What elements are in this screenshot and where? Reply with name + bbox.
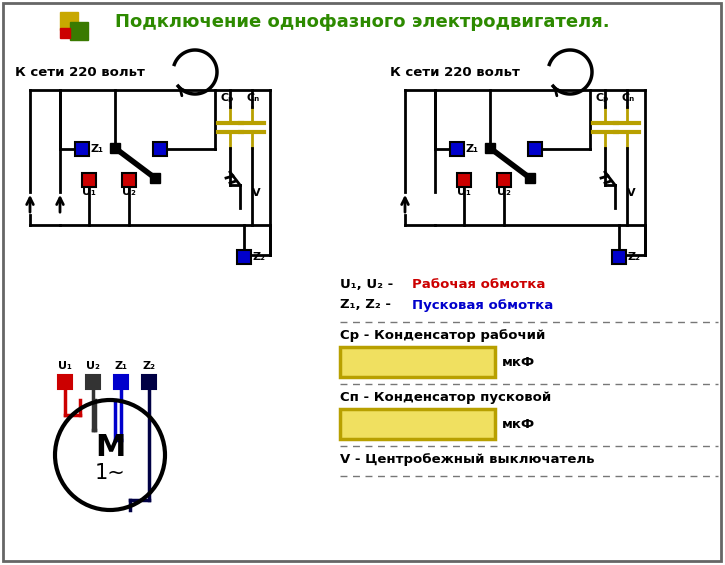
Text: 1~: 1~ <box>95 463 125 483</box>
Text: Z₁: Z₁ <box>91 144 104 154</box>
Bar <box>497 173 511 187</box>
Text: U₂: U₂ <box>122 187 136 197</box>
Bar <box>150 173 160 183</box>
Bar <box>114 375 128 389</box>
Text: U₁: U₁ <box>58 361 72 371</box>
Text: U₂: U₂ <box>497 187 511 197</box>
Bar <box>485 143 495 153</box>
Bar <box>237 250 251 264</box>
Bar <box>60 12 78 30</box>
Text: U₁, U₂ -: U₁, U₂ - <box>340 279 398 292</box>
Bar <box>110 143 120 153</box>
Text: К сети 220 вольт: К сети 220 вольт <box>15 67 145 80</box>
Bar <box>75 142 89 156</box>
Text: Z₁, Z₂ -: Z₁, Z₂ - <box>340 298 396 311</box>
Bar <box>612 250 626 264</box>
Bar <box>340 409 495 439</box>
Text: Z₂: Z₂ <box>143 361 155 371</box>
Bar <box>525 173 535 183</box>
Text: U₁: U₁ <box>82 187 96 197</box>
Text: Пусковая обмотка: Пусковая обмотка <box>412 298 553 311</box>
Text: M: M <box>95 432 125 462</box>
Text: Рабочая обмотка: Рабочая обмотка <box>412 279 545 292</box>
Text: Z₁: Z₁ <box>115 361 128 371</box>
Text: Ср - Конденсатор рабочий: Ср - Конденсатор рабочий <box>340 328 545 341</box>
Text: V: V <box>627 188 636 198</box>
Text: V: V <box>252 188 260 198</box>
Text: К сети 220 вольт: К сети 220 вольт <box>390 67 520 80</box>
Text: Cₙ: Cₙ <box>247 93 260 103</box>
Text: Cₚ: Cₚ <box>595 93 609 103</box>
Bar <box>153 142 167 156</box>
Bar <box>450 142 464 156</box>
Bar <box>58 375 72 389</box>
Text: Z₂: Z₂ <box>253 252 266 262</box>
Text: Cₚ: Cₚ <box>220 93 233 103</box>
Bar <box>86 375 100 389</box>
Text: Подключение однофазного электродвигателя.: Подключение однофазного электродвигателя… <box>115 13 609 31</box>
Text: Cₙ: Cₙ <box>621 93 634 103</box>
Text: U₂: U₂ <box>86 361 100 371</box>
Text: Z₁: Z₁ <box>466 144 479 154</box>
Bar <box>457 173 471 187</box>
Bar <box>142 375 156 389</box>
Text: мкФ: мкФ <box>502 418 535 431</box>
Text: мкФ: мкФ <box>502 355 535 368</box>
Text: Сп - Конденсатор пусковой: Сп - Конденсатор пусковой <box>340 390 551 403</box>
Bar <box>60 28 70 38</box>
Bar <box>82 173 96 187</box>
Bar <box>528 142 542 156</box>
Text: V - Центробежный выключатель: V - Центробежный выключатель <box>340 453 594 466</box>
Bar <box>70 22 88 40</box>
Bar <box>122 173 136 187</box>
Bar <box>340 347 495 377</box>
Text: U₁: U₁ <box>457 187 471 197</box>
Text: Z₂: Z₂ <box>628 252 641 262</box>
